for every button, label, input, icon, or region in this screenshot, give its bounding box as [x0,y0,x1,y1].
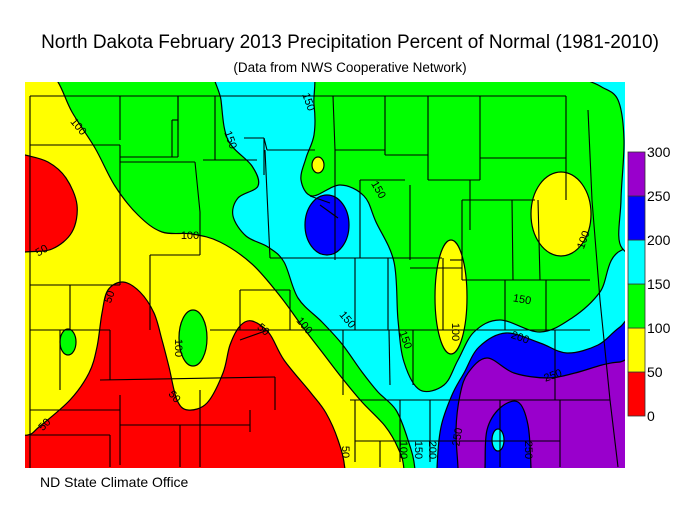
region-100-150-spot-west [59,328,77,356]
county-border [194,161,201,213]
color-legend: 0 50 100 150 200 250 300 [627,144,671,424]
contour-fills [25,82,625,468]
region-200-250-center [304,194,350,256]
county-border [239,329,269,341]
legend-swatch-100-150 [627,283,646,329]
contour-label: 150 [396,329,414,350]
legend-tick-label: 100 [647,320,671,336]
county-border [599,299,611,401]
contour-label: 150 [412,441,424,459]
legend-tick-label: 200 [647,232,671,248]
legend-tick-label: 300 [647,144,671,160]
legend-swatch-50-100 [627,327,646,373]
contour-label: 50 [34,243,51,260]
contour-label: 100 [172,339,184,357]
contour-label: 250 [542,367,563,385]
legend-swatch-0-50 [627,371,646,417]
county-border [587,109,593,201]
footer-credit: ND State Climate Office [40,474,189,490]
county-border [264,149,271,259]
legend-tick-label: 250 [647,188,671,204]
legend-swatch-150-200 [627,239,646,285]
legend-tick-label: 0 [647,408,655,424]
contour-label: 250 [450,427,465,447]
region-50-100-northeast-oval [530,171,592,257]
contour-label: 250 [522,441,534,459]
region-150-200-northeast [589,82,625,253]
county-border [591,199,601,301]
legend-swatch-200-250 [627,195,646,241]
legend-tick-label: 150 [647,276,671,292]
county-border [332,95,336,151]
county-borders [29,95,619,468]
region-150-200-spot [491,428,505,452]
contour-label: 50 [339,446,351,458]
legend-tick-label: 50 [647,364,663,380]
map-title: North Dakota February 2013 Precipitation… [41,32,659,53]
county-border [511,199,514,281]
region-50-100-spot [311,156,325,174]
contour-label: 150 [221,129,239,150]
region-0-50-northwest [25,154,78,253]
county-border [388,329,391,386]
county-border [99,376,276,381]
contour-label: 150 [299,91,317,112]
contour-label: 100 [397,441,409,459]
region-100-150-spot-central [178,309,208,367]
contour-label: 100 [181,230,199,242]
contour-label: 200 [509,329,530,347]
legend-swatch-250-300 [627,151,646,197]
contour-label: 150 [512,292,532,307]
county-border [309,195,331,204]
contour-label: 100 [449,323,461,341]
contour-label: 200 [426,441,438,459]
county-border [319,204,339,219]
county-border [609,399,619,468]
contour-label: 50 [102,289,117,305]
map-subtitle: (Data from NWS Cooperative Network) [233,60,467,75]
county-border [537,199,541,281]
region-0-50-southwest [25,281,346,468]
contour-label: 100 [575,229,593,250]
